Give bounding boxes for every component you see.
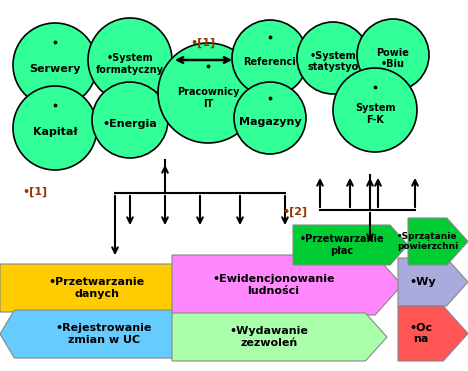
Polygon shape xyxy=(0,264,215,312)
Text: Referenci: Referenci xyxy=(244,57,296,67)
Circle shape xyxy=(88,18,172,102)
Text: •Wy: •Wy xyxy=(409,277,436,287)
Circle shape xyxy=(92,82,168,158)
Text: Kapitał: Kapitał xyxy=(33,127,77,137)
Text: Magazyny: Magazyny xyxy=(239,116,301,127)
Text: •Wydawanie
zezwoleń: •Wydawanie zezwoleń xyxy=(229,326,308,348)
Polygon shape xyxy=(398,258,468,306)
Circle shape xyxy=(13,86,97,170)
Circle shape xyxy=(158,43,258,143)
Circle shape xyxy=(357,19,429,91)
Polygon shape xyxy=(0,310,215,358)
Text: Powie
•Biu: Powie •Biu xyxy=(377,48,410,69)
Text: •System
statystyo: •System statystyo xyxy=(307,51,358,72)
Polygon shape xyxy=(408,218,468,265)
Text: •Ewidencjonowanie
ludności: •Ewidencjonowanie ludności xyxy=(212,274,335,296)
Text: •Przetwarzanie
danych: •Przetwarzanie danych xyxy=(49,277,145,299)
Text: •Energia: •Energia xyxy=(102,119,157,129)
Polygon shape xyxy=(293,225,408,265)
Polygon shape xyxy=(398,306,468,361)
Circle shape xyxy=(13,23,97,107)
Text: •Rejestrowanie
zmian w UC: •Rejestrowanie zmian w UC xyxy=(56,323,152,345)
Text: •Przetwarzanie
płac: •Przetwarzanie płac xyxy=(299,234,384,256)
Text: Pracownicy
IT: Pracownicy IT xyxy=(177,87,239,109)
Text: Serwery: Serwery xyxy=(29,64,81,74)
Text: •[1]: •[1] xyxy=(22,187,48,197)
Text: •System
formatyczny: •System formatyczny xyxy=(96,53,164,75)
Polygon shape xyxy=(172,255,402,315)
Text: •Oc
na: •Oc na xyxy=(409,323,432,344)
Text: •[2]: •[2] xyxy=(282,207,307,217)
Text: •Sprzątanie
powierzchni: •Sprzątanie powierzchni xyxy=(397,232,458,251)
Circle shape xyxy=(333,68,417,152)
Polygon shape xyxy=(172,313,387,361)
Circle shape xyxy=(232,20,308,96)
Circle shape xyxy=(297,22,369,94)
Circle shape xyxy=(234,82,306,154)
Text: System
F-K: System F-K xyxy=(355,104,395,125)
Text: •[1]: •[1] xyxy=(190,38,216,48)
